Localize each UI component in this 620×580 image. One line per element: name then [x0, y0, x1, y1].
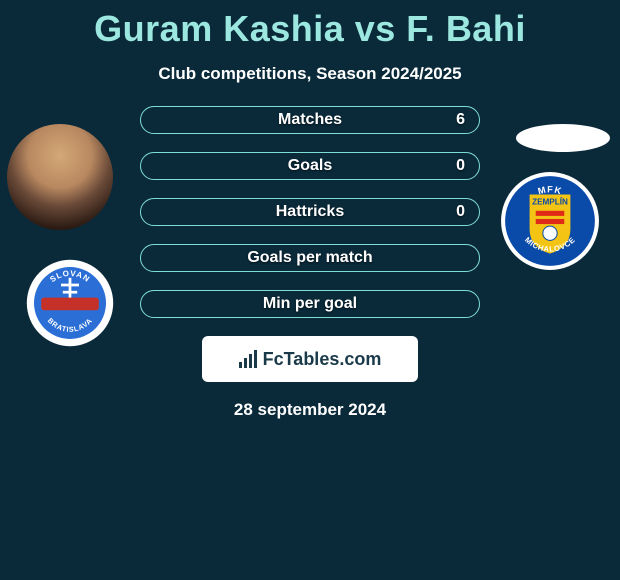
stat-label: Goals per match [141, 249, 479, 267]
stat-row: Min per goal [140, 290, 480, 318]
date-label: 28 september 2024 [0, 400, 620, 420]
stat-label: Goals [141, 157, 479, 175]
fctables-label: FcTables.com [263, 349, 382, 370]
player-left-avatar [7, 124, 113, 230]
fctables-badge: FcTables.com [202, 336, 418, 382]
page-subtitle: Club competitions, Season 2024/2025 [0, 64, 620, 84]
stat-row: Matches 6 [140, 106, 480, 134]
player-right-badge [516, 124, 610, 152]
club-left-logo: SLOVAN BRATISLAVA [19, 258, 121, 348]
stat-label: Min per goal [141, 295, 479, 313]
stat-label: Matches [141, 111, 479, 129]
club-right-logo: MFK MICHALOVCE ZEMPLÍN [499, 170, 601, 272]
stat-label: Hattricks [141, 203, 479, 221]
bar-chart-icon [239, 350, 259, 368]
stat-value: 6 [456, 111, 465, 129]
page-title: Guram Kashia vs F. Bahi [0, 0, 620, 50]
stat-value: 0 [456, 203, 465, 221]
stat-row: Goals 0 [140, 152, 480, 180]
svg-text:ZEMPLÍN: ZEMPLÍN [532, 197, 568, 207]
stat-row: Goals per match [140, 244, 480, 272]
stat-row: Hattricks 0 [140, 198, 480, 226]
stat-value: 0 [456, 157, 465, 175]
